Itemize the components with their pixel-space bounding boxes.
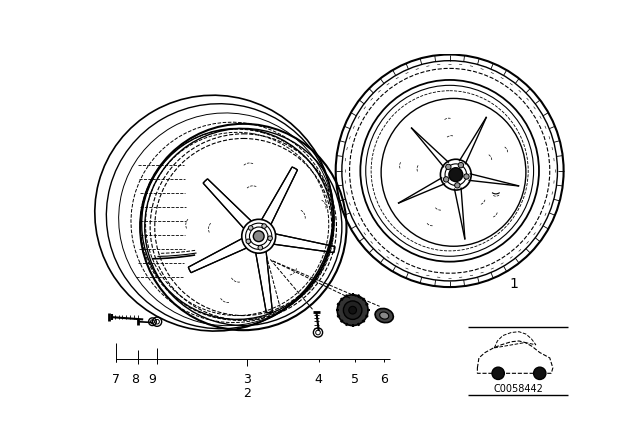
Ellipse shape bbox=[375, 309, 394, 323]
Circle shape bbox=[534, 367, 546, 379]
Circle shape bbox=[337, 295, 368, 326]
Text: 6: 6 bbox=[380, 373, 388, 386]
Text: 7: 7 bbox=[112, 373, 120, 386]
Text: 8: 8 bbox=[131, 373, 140, 386]
Text: 2: 2 bbox=[243, 387, 251, 400]
Circle shape bbox=[444, 177, 449, 182]
Circle shape bbox=[248, 226, 253, 230]
Circle shape bbox=[349, 306, 356, 314]
Text: 3: 3 bbox=[243, 373, 251, 386]
Text: 1: 1 bbox=[510, 277, 519, 291]
Circle shape bbox=[262, 224, 266, 228]
Circle shape bbox=[344, 301, 362, 319]
Text: 9: 9 bbox=[148, 373, 156, 386]
Circle shape bbox=[253, 231, 264, 241]
Circle shape bbox=[258, 246, 262, 250]
Text: 5: 5 bbox=[351, 373, 359, 386]
Circle shape bbox=[246, 239, 251, 244]
Circle shape bbox=[268, 236, 273, 241]
Circle shape bbox=[449, 168, 463, 181]
Text: 4: 4 bbox=[315, 373, 323, 386]
Circle shape bbox=[458, 163, 463, 168]
Ellipse shape bbox=[380, 312, 388, 319]
Circle shape bbox=[464, 174, 469, 179]
Circle shape bbox=[454, 183, 460, 188]
Text: C0058442: C0058442 bbox=[493, 384, 543, 394]
Circle shape bbox=[445, 164, 451, 170]
Circle shape bbox=[492, 367, 504, 379]
